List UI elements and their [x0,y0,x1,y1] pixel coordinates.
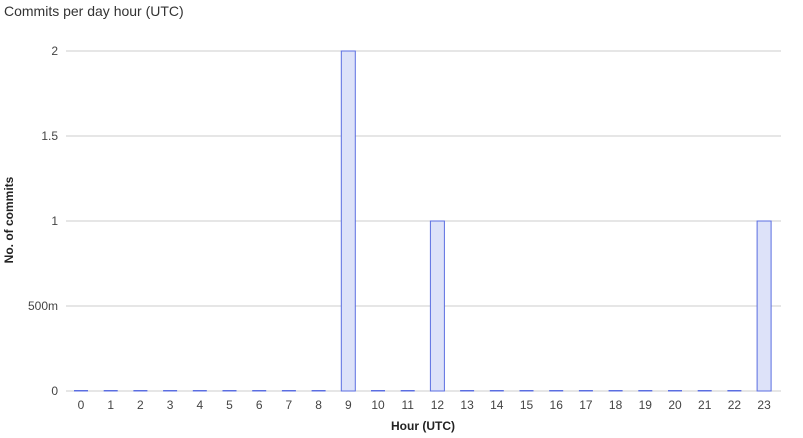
x-tick-label: 2 [137,398,144,412]
x-tick-label: 5 [226,398,233,412]
bar-hour-20 [668,390,682,392]
chart-title: Commits per day hour (UTC) [4,3,184,19]
grid-layer [66,50,781,392]
y-axis-title: No. of commits [2,176,16,263]
bar-hour-17 [578,390,593,392]
x-tick-label: 15 [520,398,534,412]
bar-hour-18 [608,390,623,392]
bar-hour-22 [727,390,742,392]
bar-hour-7 [281,390,296,392]
bar-hour-21 [697,390,712,392]
bar-hour-15 [519,390,534,392]
x-tick-label: 8 [315,398,322,412]
x-tick-label: 13 [460,398,474,412]
x-tick-label: 6 [256,398,263,412]
x-tick-label: 4 [196,398,203,412]
x-tick-label: 16 [550,398,564,412]
bar-hour-8 [311,390,326,392]
y-tick-labels: 0 500m 1 1.5 2 [28,44,58,398]
bars [74,50,772,392]
x-tick-label: 12 [431,398,445,412]
x-tick-label: 11 [401,398,414,412]
x-tick-label: 9 [345,398,352,412]
x-axis-title: Hour (UTC) [391,419,455,433]
x-tick-label: 21 [698,398,712,412]
x-tick-label: 1 [107,398,114,412]
bar-hour-0 [74,390,88,392]
bar-hour-2 [133,390,148,392]
bar-hour-23 [756,220,772,392]
bar-hour-9 [340,50,356,392]
bar-hour-16 [549,390,564,392]
x-tick-label: 17 [579,398,593,412]
x-tick-label: 19 [639,398,653,412]
bar-hour-5 [222,390,237,392]
bar-hour-4 [192,390,207,392]
x-tick-label: 23 [757,398,771,412]
x-tick-label: 0 [78,398,85,412]
bar-hour-10 [371,390,385,392]
y-tick-label: 500m [28,299,58,313]
bar-hour-14 [489,390,504,392]
y-tick-label: 1 [51,214,58,228]
x-tick-label: 7 [286,398,293,412]
bar-hour-13 [460,390,475,392]
y-tick-label: 2 [51,44,58,58]
y-tick-label: 0 [51,384,58,398]
x-tick-labels: 0 1 2 3 4 5 6 7 8 9 10 11 12 13 14 15 16 17 18 19 20 21 22 23 [78,398,771,412]
x-tick-label: 14 [490,398,504,412]
bar-hour-3 [163,390,178,392]
x-tick-label: 10 [371,398,385,412]
bar-hour-1 [103,390,118,392]
bar-hour-12 [429,220,445,392]
y-tick-label: 1.5 [41,129,58,143]
x-tick-label: 22 [728,398,742,412]
bar-hour-11 [400,390,415,392]
x-tick-label: 18 [609,398,623,412]
bar-hour-19 [638,390,653,392]
x-tick-label: 20 [668,398,682,412]
x-tick-label: 3 [167,398,174,412]
bar-hour-6 [252,390,267,392]
